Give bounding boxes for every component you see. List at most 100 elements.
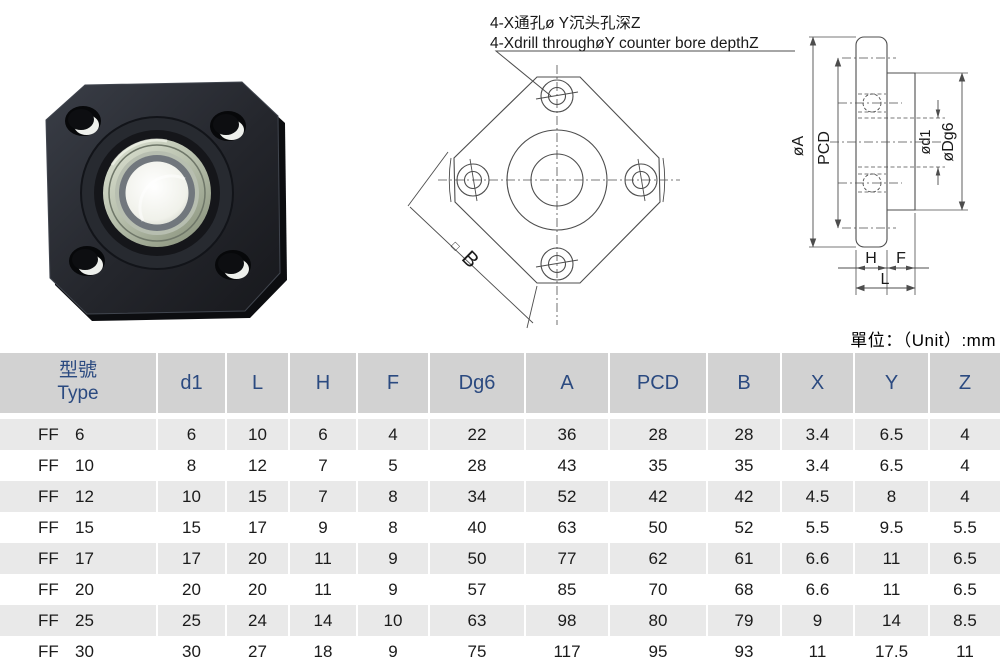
cell-l: 17: [227, 512, 290, 543]
cell-a: 52: [526, 481, 610, 512]
col-header-dg6: Dg6: [430, 353, 526, 413]
cell-x: 4.5: [782, 481, 855, 512]
technical-drawings: 4-X通孔ø Y沉头孔深Z 4-Xdrill throughøY counter…: [407, 14, 968, 329]
table-row: FF 17 17 20 11 9 50 77 62 61 6.6 11 6.5: [0, 543, 1000, 574]
type-series: FF: [38, 486, 59, 506]
cell-b: 93: [708, 636, 782, 667]
cell-l: 15: [227, 481, 290, 512]
cell-dg6: 28: [430, 450, 526, 481]
cell-pcd: 35: [610, 450, 708, 481]
cell-z: 8.5: [953, 610, 977, 630]
col-header-z: Z: [958, 372, 972, 394]
label-dia-dg6: øDg6: [940, 122, 957, 161]
type-series: FF: [38, 641, 59, 661]
table-row: FF 20 20 20 11 9 57 85 70 68 6.6 11 6.5: [0, 574, 1000, 605]
cell-b: 79: [708, 605, 782, 636]
cell-y: 14: [855, 605, 930, 636]
type-series: FF: [38, 455, 59, 475]
cell-h: 7: [290, 481, 358, 512]
label-l: L: [881, 271, 890, 288]
dimension-table: 型號 Type d1 L H F Dg6 A PCD B X Y Z FF 6 6 1…: [0, 353, 1000, 667]
cell-b: 42: [708, 481, 782, 512]
table-row: FF 25 25 24 14 10 63 98 80 79 9 14 8.5: [0, 605, 1000, 636]
cell-f: 9: [358, 636, 430, 667]
cell-y: 11: [855, 543, 930, 574]
cell-pcd: 95: [610, 636, 708, 667]
cell-x: 11: [782, 636, 855, 667]
cell-y: 6.5: [855, 419, 930, 450]
bolt-holes-photo: [65, 106, 251, 280]
cell-h: 18: [290, 636, 358, 667]
cell-type: FF 17: [0, 543, 158, 574]
table-row: FF 15 15 17 9 8 40 63 50 52 5.5 9.5 5.5: [0, 512, 1000, 543]
cell-d1: 8: [158, 450, 227, 481]
type-size: 6: [75, 424, 85, 444]
cell-l: 20: [227, 574, 290, 605]
table-row: FF 6 6 10 6 4 22 36 28 28 3.4 6.5 4: [0, 419, 1000, 450]
cell-l: 27: [227, 636, 290, 667]
type-series: FF: [38, 424, 59, 444]
col-header-a: A: [526, 353, 610, 413]
cell-l: 12: [227, 450, 290, 481]
cell-l: 24: [227, 605, 290, 636]
cell-d1: 25: [158, 605, 227, 636]
cell-x: 5.5: [782, 512, 855, 543]
col-header-pcd: PCD: [610, 353, 708, 413]
type-size: 20: [75, 579, 94, 599]
label-f: F: [896, 250, 906, 267]
cell-a: 36: [526, 419, 610, 450]
cell-b: 61: [708, 543, 782, 574]
cell-z: 4: [960, 424, 970, 444]
cell-type: FF 6: [0, 419, 158, 450]
cell-x: 6.6: [782, 543, 855, 574]
cell-a: 117: [526, 636, 610, 667]
cell-l: 10: [227, 419, 290, 450]
annotation-line1: 4-X通孔ø Y沉头孔深Z: [490, 14, 640, 32]
cell-dg6: 50: [430, 543, 526, 574]
cell-y: 6.5: [855, 450, 930, 481]
type-size: 25: [75, 610, 94, 630]
cell-pcd: 28: [610, 419, 708, 450]
cell-type: FF 20: [0, 574, 158, 605]
type-header-zh: 型號: [58, 360, 97, 382]
bearing-photo: [80, 116, 234, 270]
cell-a: 98: [526, 605, 610, 636]
label-h: H: [865, 250, 877, 267]
cell-type: FF 12: [0, 481, 158, 512]
cell-h: 9: [290, 512, 358, 543]
col-header-y: Y: [855, 353, 930, 413]
cell-b: 35: [708, 450, 782, 481]
cell-type: FF 25: [0, 605, 158, 636]
annotation-leader: [494, 50, 795, 97]
col-header-x: X: [782, 353, 855, 413]
type-size: 15: [75, 517, 94, 537]
cell-h: 14: [290, 605, 358, 636]
label-pcd: PCD: [816, 131, 833, 165]
cell-f: 5: [358, 450, 430, 481]
col-header-f: F: [358, 353, 430, 413]
cell-type: FF 30: [0, 636, 158, 667]
svg-text:B: B: [457, 246, 483, 272]
cell-x: 6.6: [782, 574, 855, 605]
cell-pcd: 50: [610, 512, 708, 543]
cell-h: 7: [290, 450, 358, 481]
cell-z: 4: [960, 455, 970, 475]
cell-a: 63: [526, 512, 610, 543]
col-header-h: H: [290, 353, 358, 413]
cell-d1: 30: [158, 636, 227, 667]
cell-a: 43: [526, 450, 610, 481]
cell-h: 6: [290, 419, 358, 450]
type-size: 30: [75, 641, 94, 661]
front-view-drawing: [407, 65, 680, 329]
table-body: FF 6 6 10 6 4 22 36 28 28 3.4 6.5 4 FF 10 8 12 7 5 28 43 35 35…: [0, 419, 1000, 667]
table-header-row: 型號 Type d1 L H F Dg6 A PCD B X Y Z: [0, 353, 1000, 413]
cell-b: 52: [708, 512, 782, 543]
cell-dg6: 57: [430, 574, 526, 605]
cell-pcd: 42: [610, 481, 708, 512]
table-row: FF 10 8 12 7 5 28 43 35 35 3.4 6.5 4: [0, 450, 1000, 481]
type-header-en: Type: [57, 383, 99, 404]
type-series: FF: [38, 610, 59, 630]
cell-pcd: 62: [610, 543, 708, 574]
cell-f: 8: [358, 481, 430, 512]
